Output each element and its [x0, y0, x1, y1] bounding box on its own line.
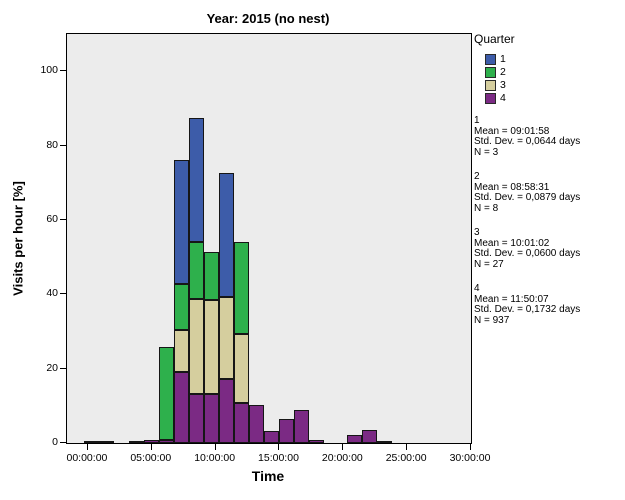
stats-panel: 1 Mean = 09:01:58 Std. Dev. = 0,0644 days N… — [474, 115, 624, 340]
stats-line: Std. Dev. = 0,0600 days — [474, 248, 581, 259]
legend-title: Quarter — [474, 32, 515, 46]
bar-segment-q4 — [84, 440, 100, 443]
legend-swatch-icon — [485, 93, 496, 104]
y-tick-label: 80 — [46, 138, 58, 151]
x-tick-label: 15:00:00 — [258, 452, 299, 464]
legend-swatch-icon — [485, 80, 496, 91]
stats-block-quarter-1: 1 Mean = 09:01:58 Std. Dev. = 0,0644 days N… — [474, 115, 624, 158]
bar-segment-q3 — [218, 297, 234, 379]
bar-segment-q2 — [233, 242, 249, 335]
bar-segment-q4 — [218, 378, 234, 443]
stats-line: N = 27 — [474, 258, 504, 270]
bar-segment-q3 — [204, 299, 219, 395]
bar-segment-q4 — [248, 405, 264, 443]
stats-block-quarter-4: 4 Mean = 11:50:07 Std. Dev. = 0,1732 days N… — [474, 283, 624, 326]
bar-segment-q4 — [376, 441, 392, 443]
stats-line: N = 3 — [474, 146, 499, 158]
y-tick-mark — [60, 144, 66, 146]
x-tick-mark — [342, 444, 344, 450]
stats-group-label: 2 — [474, 171, 480, 182]
bar-segment-q4 — [362, 430, 377, 443]
bar-segment-q4 — [308, 440, 324, 443]
stats-group-label: 1 — [474, 115, 480, 126]
bar-segment-q4 — [174, 372, 189, 443]
bar-segment-q2 — [159, 347, 174, 441]
x-tick-mark — [86, 444, 88, 450]
bar-segment-q2 — [174, 283, 189, 330]
x-tick-mark — [470, 444, 471, 450]
y-tick-mark — [60, 367, 66, 369]
stats-line: Std. Dev. = 0,1732 days — [474, 304, 581, 315]
y-axis-title: Visits per hour [%] — [10, 181, 26, 296]
legend-swatch-icon — [485, 67, 496, 78]
stats-block-quarter-3: 3 Mean = 10:01:02 Std. Dev. = 0,0600 days N… — [474, 227, 624, 270]
stats-line: Mean = 09:01:58 — [474, 125, 550, 137]
legend-swatch-icon — [485, 54, 496, 65]
bar-segment-q3 — [188, 299, 204, 395]
y-tick-label: 0 — [52, 436, 58, 448]
x-tick-label: 05:00:00 — [130, 452, 172, 464]
y-tick-label: 100 — [40, 64, 58, 77]
stats-group-label: 4 — [474, 283, 480, 294]
y-tick-mark — [60, 293, 66, 295]
stats-line: N = 937 — [474, 314, 510, 326]
bar-segment-q4 — [204, 394, 219, 443]
legend-entry-quarter-2: 2 — [470, 66, 620, 79]
chart-title: Year: 2015 (no nest) — [206, 11, 330, 26]
x-tick-label: 20:00:00 — [321, 452, 363, 464]
stats-line: Mean = 11:50:07 — [474, 293, 549, 305]
bar-segment-q4 — [263, 431, 279, 443]
stats-group-label: 3 — [474, 227, 480, 238]
y-tick-label: 60 — [46, 212, 58, 225]
bar-segment-q4 — [233, 402, 249, 443]
x-tick-label: 30:00:00 — [449, 452, 491, 464]
x-tick-label: 10:00:00 — [194, 452, 236, 464]
legend-label: 2 — [500, 66, 506, 78]
bar-segment-q4 — [347, 435, 362, 443]
plot-area — [66, 33, 472, 444]
bar-segment-q3 — [233, 334, 249, 403]
legend-label: 1 — [500, 53, 506, 65]
y-tick-mark — [60, 70, 66, 72]
legend-entry-quarter-4: 4 — [470, 92, 620, 105]
bar-segment-q4 — [278, 418, 294, 443]
legend-entry-quarter-1: 1 — [470, 53, 620, 66]
bar-segment-q4 — [293, 409, 309, 443]
x-tick-mark — [150, 444, 152, 450]
y-tick-label: 40 — [46, 287, 58, 300]
bar-segment-q4 — [129, 441, 145, 443]
x-tick-mark — [214, 444, 216, 450]
x-tick-mark — [278, 444, 280, 450]
x-tick-label: 00:00:00 — [66, 452, 108, 464]
stats-line: Std. Dev. = 0,0644 days — [474, 136, 581, 147]
bar-segment-q4 — [144, 440, 159, 443]
stats-line: N = 8 — [474, 202, 499, 214]
bar-segment-q4 — [159, 440, 174, 443]
legend-label: 3 — [500, 79, 506, 91]
bar-segment-q3 — [174, 330, 189, 372]
y-tick-label: 20 — [46, 361, 58, 374]
bar-segment-q1 — [174, 159, 189, 284]
y-tick-mark — [60, 218, 66, 220]
legend-entry-quarter-3: 3 — [470, 79, 620, 92]
y-tick-mark — [60, 442, 66, 443]
stats-block-quarter-2: 2 Mean = 08:58:31 Std. Dev. = 0,0879 days N… — [474, 171, 624, 214]
stats-line: Mean = 08:58:31 — [474, 181, 550, 193]
legend-label: 4 — [500, 92, 506, 104]
bar-segment-q2 — [188, 242, 204, 300]
stats-line: Std. Dev. = 0,0879 days — [474, 192, 581, 203]
x-tick-label: 25:00:00 — [385, 452, 427, 464]
bar-segment-q4 — [99, 441, 115, 443]
x-axis-title: Time — [251, 468, 285, 484]
bar-segment-q4 — [188, 394, 204, 443]
bar-segment-q2 — [204, 252, 219, 300]
stats-line: Mean = 10:01:02 — [474, 237, 550, 249]
bar-segment-q1 — [188, 118, 204, 243]
x-tick-mark — [406, 444, 408, 450]
bar-segment-q1 — [218, 173, 234, 298]
